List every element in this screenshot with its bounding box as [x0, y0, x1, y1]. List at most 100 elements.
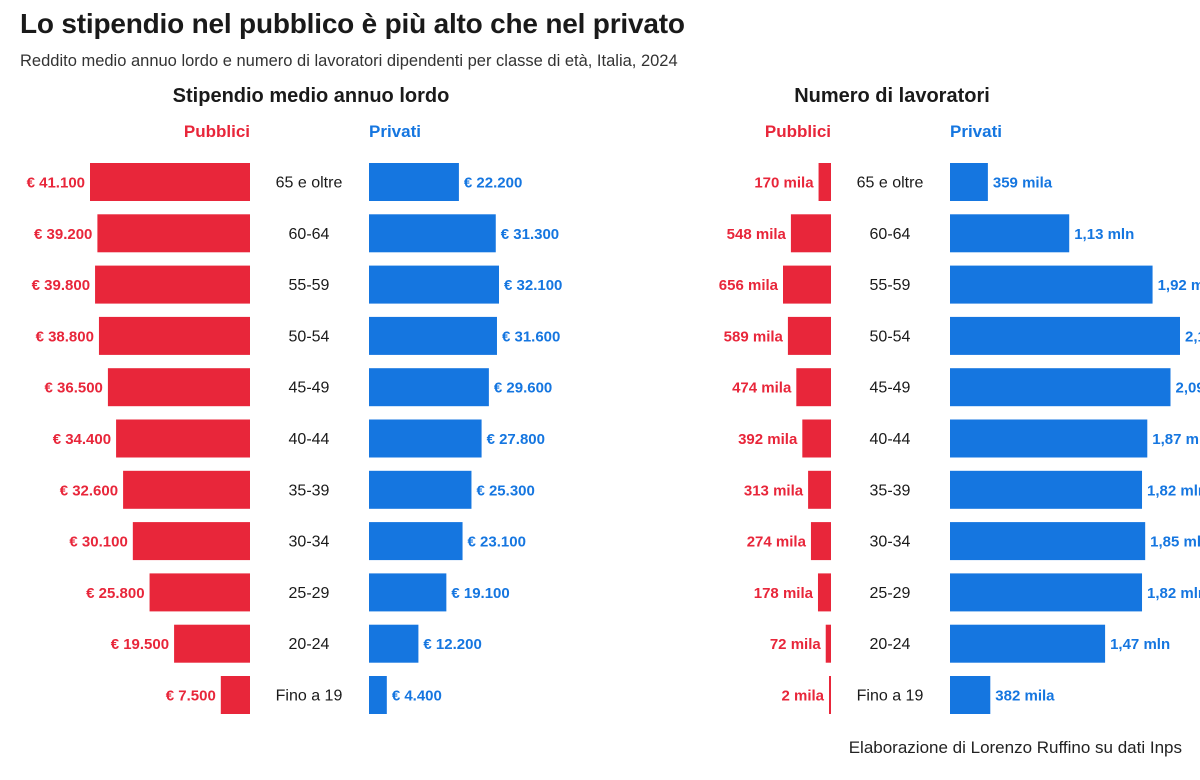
- panel-title-1: Stipendio medio annuo lordo: [173, 85, 450, 107]
- bar-privati: [369, 265, 499, 304]
- data-label-pubblici: € 39.800: [32, 277, 90, 294]
- data-label-privati: 1,82 mln: [1147, 585, 1200, 602]
- bar-pubblici: [808, 470, 831, 509]
- data-label-pubblici: € 7.500: [166, 688, 216, 705]
- category-label: 60-64: [289, 226, 330, 243]
- data-label-pubblici: 313 mila: [744, 482, 804, 499]
- category-label: 45-49: [289, 380, 330, 397]
- data-label-privati: € 22.200: [464, 175, 522, 192]
- category-label: 55-59: [870, 277, 911, 294]
- category-label: 35-39: [289, 482, 330, 499]
- data-label-pubblici: 2 mila: [781, 688, 824, 705]
- data-label-pubblici: 178 mila: [754, 585, 814, 602]
- data-label-pubblici: € 34.400: [53, 431, 111, 448]
- data-label-pubblici: 392 mila: [738, 431, 798, 448]
- bar-privati: [369, 573, 447, 612]
- data-label-privati: 1,92 mln: [1158, 277, 1200, 294]
- bar-pubblici: [90, 163, 250, 201]
- bar-privati: [950, 522, 1146, 561]
- data-label-privati: € 25.300: [476, 482, 534, 499]
- category-label: 25-29: [289, 585, 330, 602]
- data-label-pubblici: € 30.100: [69, 534, 127, 551]
- bar-privati: [369, 522, 463, 561]
- category-label: 50-54: [870, 328, 911, 345]
- source-note: Elaborazione di Lorenzo Ruffino su dati …: [848, 738, 1182, 757]
- bar-pubblici: [787, 316, 831, 355]
- data-label-pubblici: 548 mila: [727, 226, 787, 243]
- data-label-privati: € 31.300: [501, 226, 559, 243]
- data-label-privati: € 23.100: [468, 534, 526, 551]
- data-label-privati: € 4.400: [392, 688, 442, 705]
- header-privati: Privati: [950, 122, 1002, 141]
- bar-pubblici: [783, 265, 831, 304]
- bar-privati: [950, 316, 1180, 355]
- data-label-pubblici: 656 mila: [719, 277, 779, 294]
- bar-pubblici: [818, 163, 831, 201]
- header-pubblici: Pubblici: [765, 122, 831, 141]
- bar-pubblici: [98, 316, 251, 355]
- data-label-privati: 1,87 mln: [1152, 431, 1200, 448]
- bar-pubblici: [220, 676, 250, 714]
- category-label: Fino a 19: [276, 688, 343, 705]
- bar-pubblici: [107, 368, 251, 407]
- bar-privati: [950, 265, 1153, 304]
- bar-pubblici: [825, 624, 831, 663]
- bar-privati: [369, 214, 496, 253]
- category-label: 20-24: [870, 636, 911, 653]
- bar-privati: [369, 470, 472, 509]
- data-label-pubblici: 589 mila: [724, 328, 784, 345]
- bar-pubblici: [817, 573, 831, 612]
- bar-privati: [950, 470, 1143, 509]
- category-label: 35-39: [870, 482, 911, 499]
- data-label-pubblici: € 41.100: [27, 175, 85, 192]
- bar-privati: [369, 624, 419, 663]
- data-label-privati: € 19.100: [451, 585, 509, 602]
- bar-privati: [369, 316, 497, 355]
- bar-pubblici: [123, 470, 250, 509]
- bar-pubblici: [149, 573, 250, 612]
- bar-privati: [369, 419, 482, 458]
- bar-privati: [950, 573, 1143, 612]
- chart-subtitle: Reddito medio annuo lordo e numero di la…: [20, 52, 678, 70]
- category-label: 30-34: [870, 534, 911, 551]
- bar-pubblici: [97, 214, 250, 253]
- bar-pubblici: [116, 419, 250, 458]
- data-label-privati: 1,85 mln: [1150, 534, 1200, 551]
- data-label-privati: 2,18 mln: [1185, 328, 1200, 345]
- bar-privati: [369, 368, 489, 407]
- bar-privati: [369, 676, 387, 714]
- bar-privati: [950, 163, 988, 201]
- category-label: 65 e oltre: [276, 175, 343, 192]
- data-label-privati: 1,82 mln: [1147, 482, 1200, 499]
- data-label-privati: € 27.800: [487, 431, 545, 448]
- data-label-pubblici: 170 mila: [754, 175, 814, 192]
- category-label: 40-44: [289, 431, 330, 448]
- bar-privati: [950, 624, 1106, 663]
- data-label-pubblici: € 36.500: [45, 380, 103, 397]
- chart-title: Lo stipendio nel pubblico è più alto che…: [20, 8, 685, 39]
- category-label: 45-49: [870, 380, 911, 397]
- data-label-privati: 2,09 mln: [1176, 380, 1200, 397]
- bar-privati: [950, 214, 1070, 253]
- data-label-pubblici: 474 mila: [732, 380, 792, 397]
- category-label: 65 e oltre: [857, 175, 924, 192]
- category-label: 20-24: [289, 636, 330, 653]
- data-label-privati: € 29.600: [494, 380, 552, 397]
- data-label-privati: € 31.600: [502, 328, 560, 345]
- bar-privati: [950, 368, 1171, 407]
- bar-privati: [950, 419, 1148, 458]
- data-label-pubblici: 72 mila: [770, 636, 822, 653]
- bar-pubblici: [796, 368, 831, 407]
- data-label-privati: € 12.200: [423, 636, 481, 653]
- data-label-pubblici: € 25.800: [86, 585, 144, 602]
- category-label: 60-64: [870, 226, 911, 243]
- panel-title-2: Numero di lavoratori: [794, 85, 990, 107]
- data-label-pubblici: € 38.800: [36, 328, 94, 345]
- bar-pubblici: [174, 624, 250, 663]
- data-label-privati: 382 mila: [995, 688, 1055, 705]
- category-label: 50-54: [289, 328, 330, 345]
- category-label: Fino a 19: [857, 688, 924, 705]
- data-label-privati: € 32.100: [504, 277, 562, 294]
- category-label: 40-44: [870, 431, 911, 448]
